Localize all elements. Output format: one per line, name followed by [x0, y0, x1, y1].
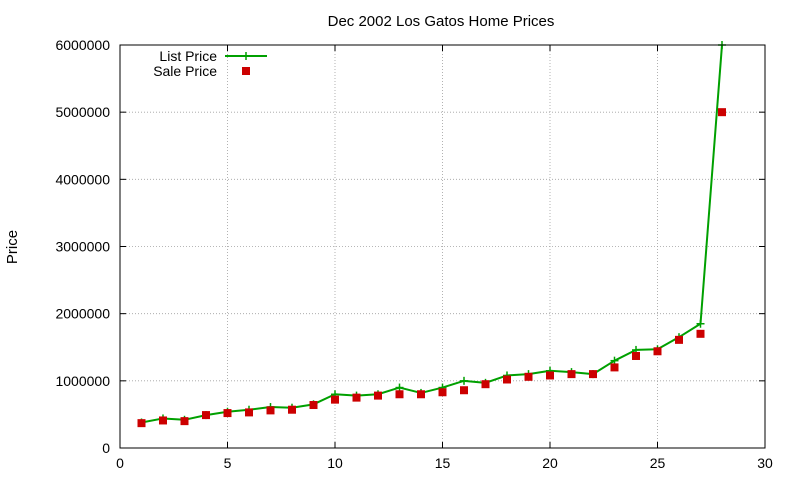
sale-price-point	[567, 370, 576, 379]
chart-title: Dec 2002 Los Gatos Home Prices	[328, 13, 555, 30]
sale-price-point	[352, 393, 361, 402]
sale-price-point	[438, 388, 447, 397]
sale-price-point	[481, 380, 490, 389]
legend-label-list-price: List Price	[159, 48, 217, 64]
grid-lines	[120, 45, 765, 448]
list-price-point	[696, 319, 705, 328]
sale-price-point	[159, 416, 167, 425]
x-tick-label: 20	[542, 455, 558, 471]
x-tick-label: 30	[757, 455, 773, 471]
series-line-list-price	[141, 44, 723, 424]
y-tick-label: 2000000	[55, 306, 110, 322]
x-tick-label: 0	[116, 455, 124, 471]
legend: List Price Sale Price	[153, 48, 267, 79]
sale-price-point	[610, 363, 619, 372]
y-tick-label: 5000000	[55, 104, 110, 120]
y-tick-label: 3000000	[55, 239, 110, 255]
y-tick-label: 1000000	[55, 373, 110, 389]
sale-price-point	[417, 390, 425, 399]
sale-price-point	[460, 386, 468, 395]
sale-price-point	[374, 391, 382, 400]
y-tick-label: 6000000	[55, 37, 110, 53]
legend-label-sale-price: Sale Price	[153, 63, 217, 79]
sale-price-point	[503, 375, 511, 384]
sale-price-point	[309, 401, 318, 410]
sale-price-point	[266, 406, 275, 415]
sale-price-point	[632, 351, 640, 360]
sale-price-point	[223, 409, 232, 418]
sale-price-point	[675, 335, 683, 344]
series-layer	[137, 41, 726, 428]
sale-price-point	[202, 411, 210, 420]
sale-price-point	[589, 370, 597, 379]
sale-price-point	[696, 329, 705, 338]
sale-price-point	[546, 371, 554, 380]
x-tick-label: 15	[435, 455, 451, 471]
sale-price-point	[137, 419, 146, 428]
list-price-point	[460, 376, 468, 385]
list-price-point	[610, 356, 619, 365]
x-tick-label: 25	[650, 455, 666, 471]
y-axis-label: Price	[4, 230, 21, 264]
sale-price-point	[331, 395, 339, 404]
sale-price-point	[524, 372, 533, 381]
sale-price-point	[180, 417, 189, 426]
sale-price-point	[245, 408, 253, 417]
sale-price-point	[718, 108, 726, 117]
sale-price-point	[395, 390, 404, 399]
y-tick-label: 4000000	[55, 171, 110, 187]
y-tick-label: 0	[102, 440, 110, 456]
axis-ticks: 0 5 10 15 20 25 30 0 1000000 2000000 3000000 400000…	[55, 37, 773, 471]
sale-price-point	[288, 405, 296, 414]
x-tick-label: 10	[327, 455, 343, 471]
list-price-point	[395, 383, 404, 392]
x-tick-label: 5	[224, 455, 232, 471]
legend-sample-sale-price	[242, 67, 250, 75]
sale-price-point	[653, 347, 662, 356]
